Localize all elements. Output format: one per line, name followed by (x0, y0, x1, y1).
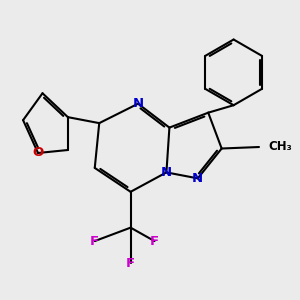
Text: N: N (133, 97, 144, 110)
Text: N: N (161, 166, 172, 179)
Text: CH₃: CH₃ (268, 140, 292, 153)
Text: N: N (192, 172, 203, 185)
Text: F: F (150, 235, 159, 248)
Text: F: F (126, 257, 135, 270)
Text: O: O (32, 146, 44, 160)
Text: F: F (90, 235, 99, 248)
